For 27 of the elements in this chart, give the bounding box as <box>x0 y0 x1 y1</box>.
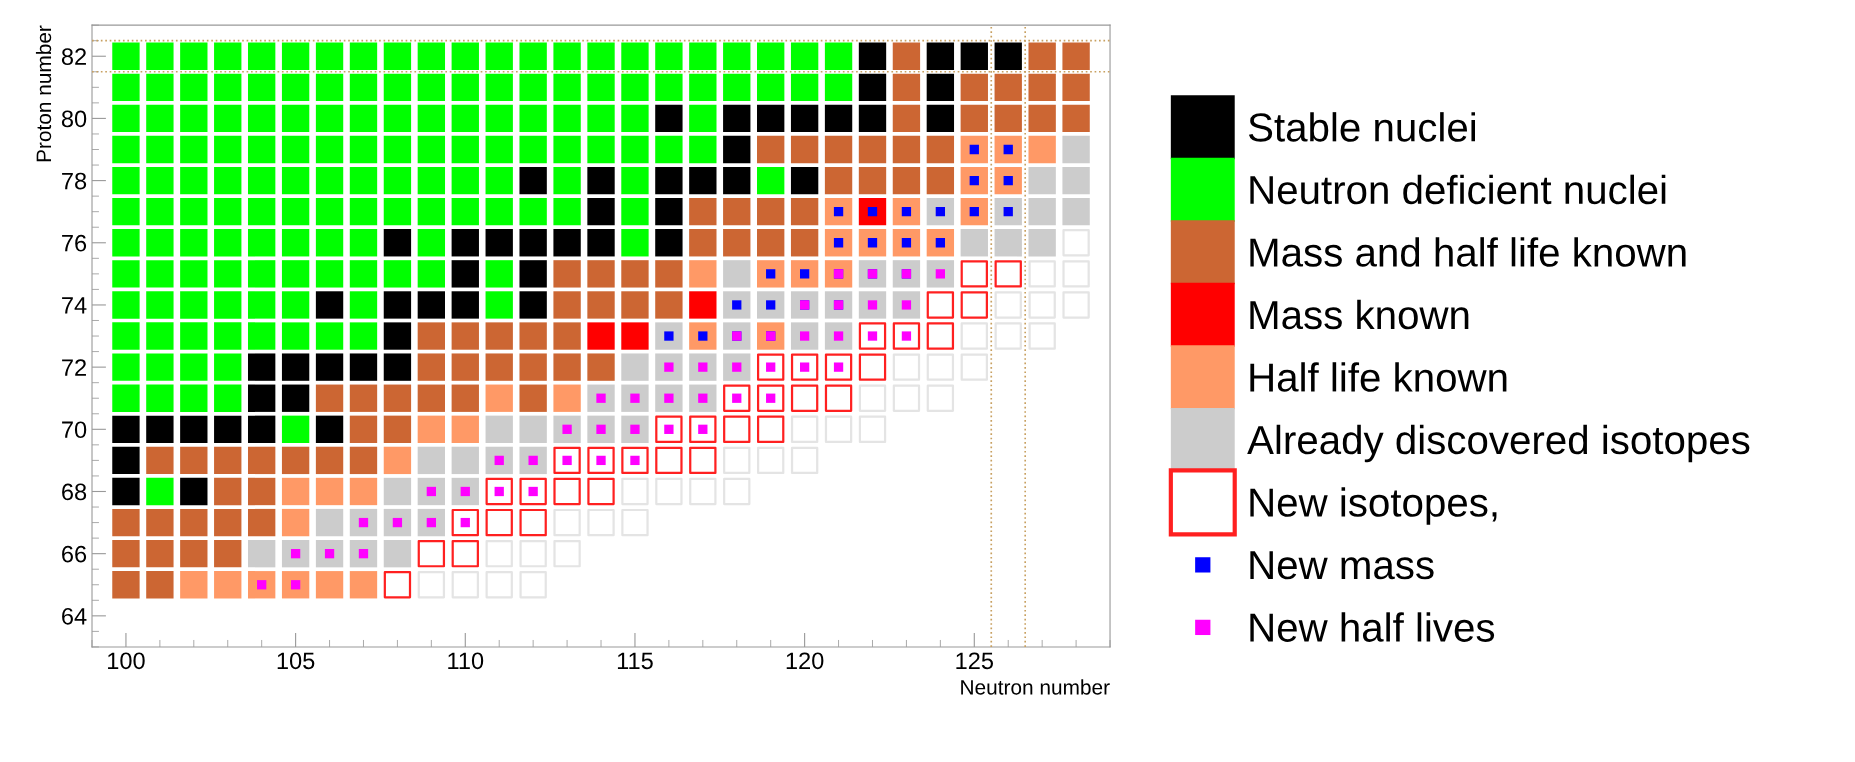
legend-label: New mass <box>1250 551 1434 580</box>
legend-label: New half lives <box>1250 612 1495 642</box>
y-tick-label: 68 <box>62 483 87 501</box>
x-axis-title: Neutron number <box>961 679 1110 695</box>
y-tick-label: 74 <box>62 297 87 314</box>
y-tick-label: 78 <box>62 172 87 190</box>
y-tick-label: 66 <box>62 545 87 563</box>
y-axis-title: Proton number <box>35 25 52 162</box>
x-tick-label: 115 <box>617 652 653 670</box>
legend-label: Half life known <box>1250 362 1507 392</box>
legend-label: Stable nuclei <box>1248 112 1476 142</box>
legend-label: Already discovered isotopes <box>1247 424 1750 463</box>
legend-label: Mass known <box>1250 299 1469 330</box>
y-tick-label: 72 <box>62 359 86 376</box>
y-tick-label: 76 <box>62 234 87 252</box>
y-tick-label: 82 <box>61 48 86 66</box>
x-tick-label: 125 <box>956 652 993 670</box>
y-tick-label: 70 <box>62 421 87 439</box>
legend-label: Neutron deficient nuclei <box>1250 174 1666 205</box>
y-tick-label: 64 <box>62 607 87 625</box>
x-tick-label: 105 <box>277 652 315 670</box>
x-tick-label: 120 <box>786 652 824 670</box>
legend-label: Mass and half life known <box>1250 237 1686 267</box>
y-tick-label: 80 <box>61 110 87 128</box>
x-tick-label: 100 <box>108 652 145 670</box>
x-tick-label: 110 <box>448 652 484 670</box>
legend-label: New isotopes, <box>1250 487 1497 525</box>
